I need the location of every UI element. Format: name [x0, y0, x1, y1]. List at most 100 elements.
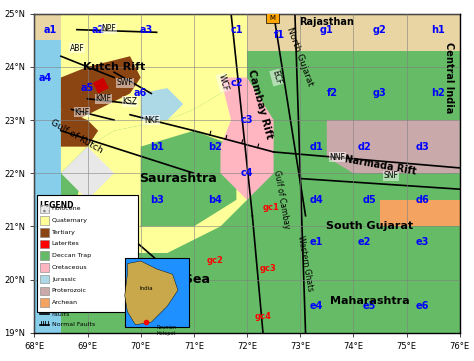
Text: M: M [269, 15, 275, 21]
Text: Archean: Archean [52, 300, 78, 305]
Text: d4: d4 [310, 195, 323, 205]
Text: Jurassic: Jurassic [52, 277, 76, 282]
Text: KSZ: KSZ [123, 97, 137, 106]
Text: g3: g3 [373, 88, 387, 99]
Bar [125, 258, 189, 327]
Text: e4: e4 [310, 301, 323, 311]
Polygon shape [61, 14, 460, 333]
Polygon shape [61, 14, 247, 173]
Text: Normal Faults: Normal Faults [52, 322, 95, 327]
Text: e2: e2 [357, 238, 371, 247]
Text: d2: d2 [357, 142, 371, 152]
Text: c2: c2 [230, 78, 243, 88]
Text: a2: a2 [91, 25, 105, 35]
Bar [40, 251, 49, 260]
Text: g2: g2 [373, 25, 387, 35]
Polygon shape [93, 78, 109, 93]
Text: NNF: NNF [329, 153, 346, 162]
Bar [265, 13, 279, 23]
Text: e3: e3 [416, 238, 429, 247]
Polygon shape [61, 109, 98, 147]
Text: h2: h2 [432, 88, 446, 99]
Text: gc4: gc4 [255, 312, 272, 321]
Text: Cambay Rift: Cambay Rift [246, 68, 274, 140]
Text: gc2: gc2 [207, 256, 224, 265]
Polygon shape [61, 147, 114, 200]
Bar [40, 205, 49, 213]
Text: NKF: NKF [144, 116, 159, 125]
Bar [40, 263, 49, 271]
Text: North Gujarat: North Gujarat [285, 26, 315, 87]
Bar [40, 228, 49, 236]
Text: a1: a1 [44, 25, 57, 35]
Polygon shape [77, 78, 247, 253]
Bar [40, 275, 49, 283]
Text: h1: h1 [432, 25, 446, 35]
Text: c4: c4 [241, 168, 253, 178]
Polygon shape [380, 200, 460, 226]
Text: Laterites: Laterites [52, 242, 80, 247]
Text: Cretaceous: Cretaceous [52, 265, 88, 270]
Text: Arabian Sea: Arabian Sea [125, 273, 210, 286]
Text: Maharashtra: Maharashtra [329, 296, 409, 306]
Text: d5: d5 [363, 195, 376, 205]
Text: ABF: ABF [70, 44, 84, 53]
Text: WCF: WCF [217, 73, 230, 92]
Text: KHF: KHF [74, 108, 90, 117]
Text: d6: d6 [416, 195, 429, 205]
Text: e1: e1 [310, 238, 323, 247]
Text: e6: e6 [416, 301, 429, 311]
Text: c3: c3 [241, 115, 253, 125]
Text: gc3: gc3 [260, 265, 277, 274]
Text: SNF: SNF [383, 171, 398, 180]
Text: a3: a3 [139, 25, 153, 35]
Text: Western Ghats: Western Ghats [296, 235, 315, 292]
Polygon shape [34, 14, 460, 40]
Text: Rajasthan: Rajasthan [300, 17, 354, 27]
Text: g1: g1 [320, 25, 334, 35]
Text: d1: d1 [310, 142, 323, 152]
Text: Holocene: Holocene [52, 206, 82, 212]
Text: LEGEND: LEGEND [40, 201, 74, 210]
Text: NPF: NPF [101, 24, 116, 33]
Polygon shape [125, 261, 178, 325]
FancyBboxPatch shape [37, 195, 138, 312]
Polygon shape [220, 78, 273, 200]
Text: Reunion
Hotspot: Reunion Hotspot [156, 325, 176, 336]
Text: Narmada Rift: Narmada Rift [343, 154, 417, 177]
Text: KMF: KMF [95, 94, 111, 103]
Text: b4: b4 [208, 195, 222, 205]
Text: Faults: Faults [52, 312, 70, 317]
Text: c1: c1 [230, 25, 243, 35]
Text: gc1: gc1 [263, 203, 279, 212]
Text: b3: b3 [150, 195, 164, 205]
Text: a6: a6 [134, 88, 147, 99]
Polygon shape [327, 120, 460, 173]
Polygon shape [61, 56, 141, 120]
Bar [40, 287, 49, 295]
Bar [40, 240, 49, 248]
Text: SWF: SWF [117, 78, 133, 87]
Text: a5: a5 [81, 83, 94, 93]
Text: d3: d3 [416, 142, 429, 152]
Text: Gulf of Cambay: Gulf of Cambay [272, 170, 291, 230]
Polygon shape [141, 88, 183, 120]
Text: e5: e5 [363, 301, 376, 311]
Text: Proterozoic: Proterozoic [52, 288, 87, 293]
Text: Quaternary: Quaternary [52, 218, 88, 223]
Text: b2: b2 [208, 142, 222, 152]
Polygon shape [141, 131, 237, 226]
Text: a4: a4 [38, 73, 52, 83]
Text: Gulf of Kutch: Gulf of Kutch [49, 117, 104, 155]
Text: f2: f2 [327, 88, 337, 99]
Text: f1: f1 [273, 30, 284, 40]
Text: South Gujarat: South Gujarat [326, 221, 413, 231]
Bar [40, 298, 49, 307]
Bar [40, 216, 49, 225]
Text: Kutch Rift: Kutch Rift [83, 62, 145, 72]
Text: India: India [139, 286, 153, 291]
Text: ECF: ECF [270, 69, 283, 86]
Text: b1: b1 [150, 142, 164, 152]
Text: Tertiary: Tertiary [52, 230, 76, 235]
Text: Central India: Central India [444, 42, 454, 113]
